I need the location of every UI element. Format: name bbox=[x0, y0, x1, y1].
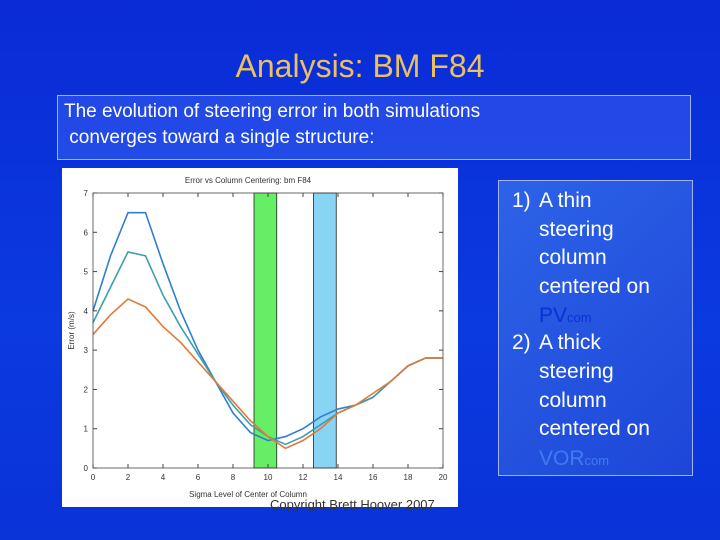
x-tick-label: 6 bbox=[196, 473, 201, 482]
y-tick-label: 1 bbox=[84, 425, 89, 434]
x-tick-label: 2 bbox=[126, 473, 131, 482]
item-term: VORcom bbox=[539, 446, 692, 472]
x-tick-label: 8 bbox=[231, 473, 236, 482]
item-term: PVcom bbox=[539, 305, 692, 329]
intro-line: converges toward a single structure: bbox=[64, 127, 375, 148]
y-tick-label: 6 bbox=[84, 228, 89, 237]
copyright: Copyright Brett Hoover 2007 bbox=[270, 497, 435, 512]
y-axis-label: Error (m/s) bbox=[67, 311, 76, 350]
y-tick-label: 4 bbox=[84, 307, 89, 316]
term: VOR bbox=[539, 446, 585, 470]
item-number: 2) bbox=[512, 331, 531, 355]
y-tick-label: 7 bbox=[84, 189, 89, 198]
x-axis-label: Sigma Level of Center of Column bbox=[189, 490, 307, 499]
x-tick-label: 18 bbox=[404, 473, 413, 482]
slide-title: Analysis: BM F84 bbox=[235, 48, 485, 84]
x-tick-label: 16 bbox=[369, 473, 378, 482]
item-number: 1) bbox=[512, 189, 531, 212]
y-tick-label: 5 bbox=[84, 268, 89, 277]
chart: Error vs Column Centering: bm F84 Sigma L… bbox=[62, 168, 458, 507]
y-tick-label: 0 bbox=[84, 464, 89, 473]
intro-line: The evolution of steering error in both … bbox=[64, 101, 481, 122]
x-tick-label: 4 bbox=[161, 473, 166, 482]
x-tick-label: 20 bbox=[439, 473, 448, 482]
series-line bbox=[92, 298, 443, 450]
term-subscript: com bbox=[584, 452, 610, 468]
item-line: steering bbox=[539, 217, 614, 241]
list-item: 2) A thick steering column centered on VORcom bbox=[499, 329, 692, 471]
item-line: centered on bbox=[539, 417, 650, 441]
y-tick-label: 2 bbox=[84, 385, 89, 394]
item-line: column bbox=[539, 246, 607, 270]
item-line: steering bbox=[539, 359, 614, 383]
chart-title: Error vs Column Centering: bm F84 bbox=[185, 176, 312, 185]
item-line: centered on bbox=[539, 274, 650, 298]
intro-box: The evolution of steering error in both … bbox=[57, 95, 691, 160]
x-tick-label: 0 bbox=[91, 473, 96, 482]
term-subscript: com bbox=[567, 310, 592, 326]
x-tick-label: 10 bbox=[264, 473, 273, 482]
y-tick-label: 3 bbox=[84, 346, 89, 355]
x-tick-label: 12 bbox=[299, 473, 308, 482]
item-line: A thin bbox=[539, 189, 592, 212]
list-box: 1) A thin steering column centered on PVcom 2)… bbox=[498, 180, 693, 476]
list-item: 1) A thin steering column centered on PVcom bbox=[499, 187, 692, 329]
term: PV bbox=[539, 304, 568, 328]
item-line: A thick bbox=[539, 331, 601, 355]
item-line: column bbox=[539, 388, 607, 412]
x-tick-label: 14 bbox=[334, 473, 343, 482]
